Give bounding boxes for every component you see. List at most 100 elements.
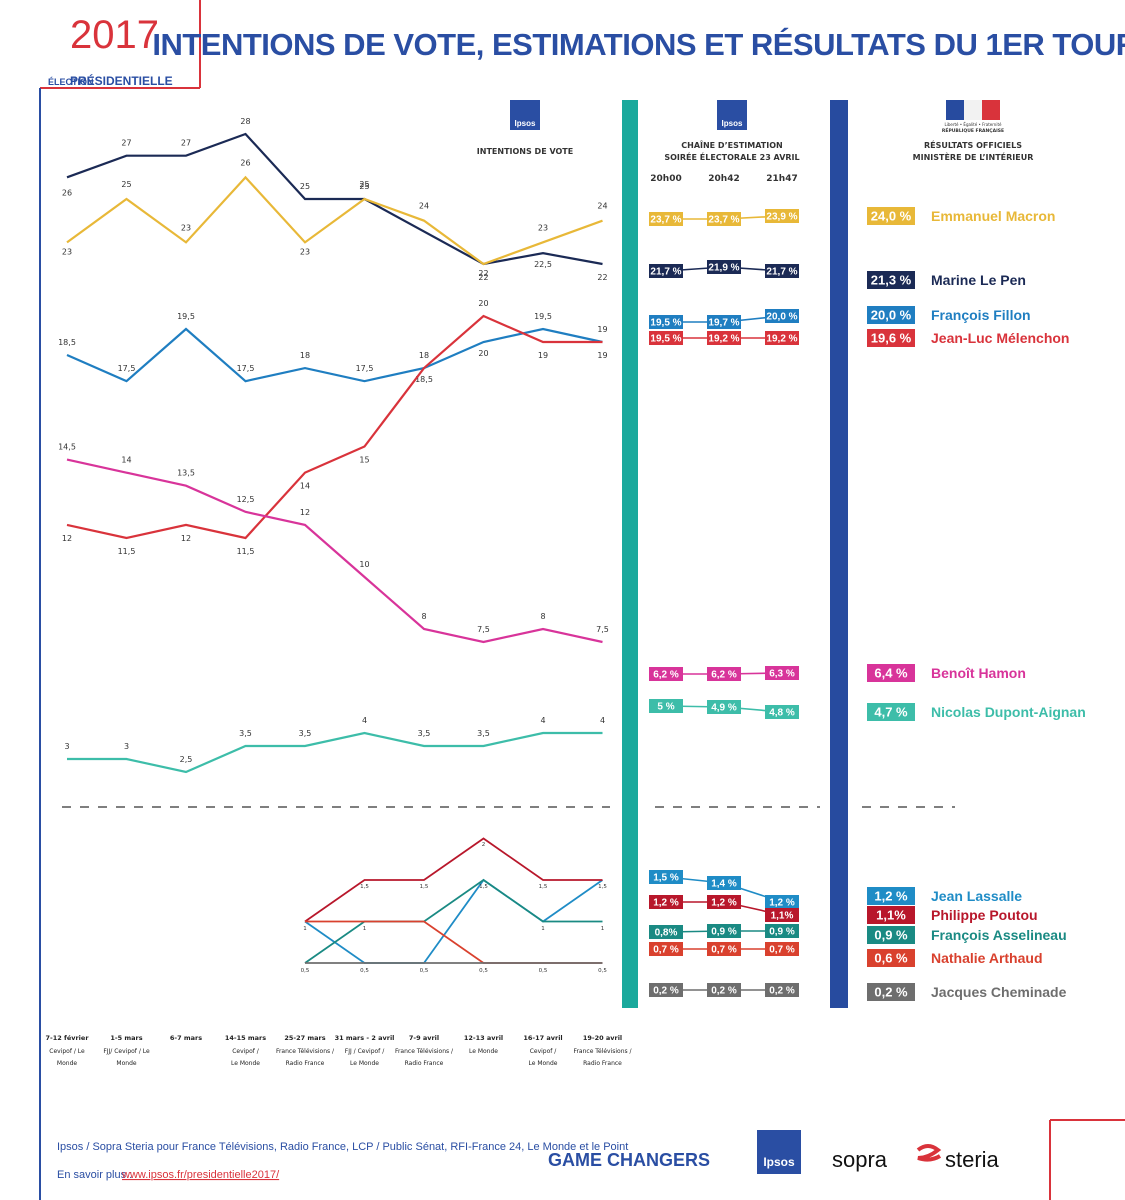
x-tick-source: Radio France bbox=[583, 1060, 622, 1067]
small-data-label: 0,5 bbox=[420, 968, 429, 974]
estimate-box bbox=[649, 925, 683, 939]
x-tick-label: 31 mars - 2 avril bbox=[335, 1034, 395, 1042]
candidate-name: François Fillon bbox=[931, 307, 1031, 323]
candidate-name: Jacques Cheminade bbox=[931, 984, 1067, 1000]
data-label: 19 bbox=[597, 351, 607, 360]
data-label: 8 bbox=[421, 612, 426, 621]
data-label: 3 bbox=[124, 742, 129, 751]
official-column-bar bbox=[830, 100, 848, 1008]
data-label: 14 bbox=[121, 456, 131, 465]
official-value: 24,0 % bbox=[871, 209, 912, 224]
x-tick-source: Le Monde bbox=[469, 1048, 498, 1055]
ipsos-logo-text: Ipsos bbox=[515, 119, 536, 128]
candidate-name: Emmanuel Macron bbox=[931, 208, 1055, 224]
small-data-label: 1 bbox=[601, 926, 605, 932]
estimate-box bbox=[649, 983, 683, 997]
estimate-value: 0,2 % bbox=[653, 986, 679, 997]
small-data-label: 1 bbox=[303, 926, 307, 932]
estimate-box bbox=[649, 699, 683, 713]
data-label: 12 bbox=[181, 534, 191, 543]
small-data-label: 1,5 bbox=[479, 884, 488, 890]
estimate-box bbox=[649, 870, 683, 884]
official-row-dupont: 4,7 % Nicolas Dupont-Aignan bbox=[867, 703, 1086, 721]
sopra-steria-logo: sopra steria bbox=[832, 1144, 1000, 1172]
estimate-value: 1,4 % bbox=[711, 879, 737, 890]
series-line-poutou bbox=[304, 837, 603, 923]
logo-year-1: 2017 bbox=[70, 13, 159, 57]
x-axis-labels: 7-12 février Cevipof / Le Monde 1-5 mars FJJ… bbox=[45, 1034, 632, 1067]
x-tick-label: 1-5 mars bbox=[110, 1034, 142, 1042]
x-tick-source: Cevipof / bbox=[232, 1048, 260, 1055]
data-label: 18,5 bbox=[58, 338, 76, 347]
estimate-value: 23,9 % bbox=[766, 212, 797, 223]
estimate-value: 20,0 % bbox=[766, 312, 797, 323]
estimate-value: 0,7 % bbox=[653, 945, 679, 956]
estimation-column-bar bbox=[622, 100, 638, 1008]
official-box bbox=[867, 887, 915, 905]
data-label: 17,5 bbox=[356, 364, 374, 373]
x-tick-source: Le Monde bbox=[231, 1060, 260, 1067]
official-value: 0,6 % bbox=[874, 951, 908, 966]
small-data-label: 0,5 bbox=[301, 968, 310, 974]
estimate-value: 0,2 % bbox=[769, 986, 795, 997]
data-label: 3,5 bbox=[299, 729, 312, 738]
small-data-label: 1 bbox=[541, 926, 545, 932]
x-tick-source: France Télévisions / bbox=[276, 1048, 335, 1055]
estimate-value: 0,9 % bbox=[769, 927, 795, 938]
estimate-box bbox=[649, 331, 683, 345]
x-tick-source: Monde bbox=[116, 1060, 136, 1067]
official-box bbox=[867, 906, 915, 924]
data-label: 19 bbox=[538, 351, 548, 360]
estimate-value: 23,7 % bbox=[650, 215, 681, 226]
estimate-row-macron: 23,7 % 23,7 % 23,9 % bbox=[649, 209, 799, 226]
estimate-value: 0,7 % bbox=[769, 945, 795, 956]
data-label: 25 bbox=[359, 180, 369, 189]
small-data-label: 1,5 bbox=[420, 884, 429, 890]
x-tick-label: 6-7 mars bbox=[170, 1034, 202, 1042]
data-label: 17,5 bbox=[237, 364, 255, 373]
estimate-box bbox=[649, 315, 683, 329]
series-line-dupont bbox=[67, 731, 603, 774]
candidate-name: Jean-Luc Mélenchon bbox=[931, 330, 1069, 346]
data-label: 26 bbox=[240, 158, 250, 167]
small-data-label: 0,5 bbox=[360, 968, 369, 974]
data-label: 27 bbox=[181, 139, 191, 148]
estimate-value: 6,2 % bbox=[711, 670, 737, 681]
republique-francaise-logo: Liberté • Égalité • Fraternité RÉPUBLIQU… bbox=[942, 100, 1004, 134]
series-line-hamon bbox=[66, 458, 603, 644]
logo-line-2: PRÉSIDENTIELLE bbox=[70, 73, 173, 88]
data-label: 19,5 bbox=[177, 312, 195, 321]
estimate-row-lepen: 21,7 % 21,9 % 21,7 % bbox=[649, 260, 799, 278]
estimate-box bbox=[765, 264, 799, 278]
estimate-box bbox=[707, 331, 741, 345]
series-arthaud bbox=[305, 920, 603, 964]
data-label: 19,5 bbox=[534, 312, 552, 321]
data-label: 13,5 bbox=[177, 469, 195, 478]
estimation-title-2: SOIRÉE ÉLECTORALE 23 AVRIL bbox=[664, 151, 799, 162]
footer-more-link[interactable]: www.ipsos.fr/presidentielle2017/ bbox=[121, 1169, 280, 1181]
official-row-arthaud: 0,6 % Nathalie Arthaud bbox=[867, 949, 1043, 967]
estimate-box bbox=[765, 666, 799, 680]
official-box bbox=[867, 664, 915, 682]
official-box bbox=[867, 207, 915, 225]
official-value: 0,9 % bbox=[874, 928, 908, 943]
data-label: 23 bbox=[538, 223, 548, 232]
estimate-value: 4,9 % bbox=[711, 703, 737, 714]
estimate-value: 19,2 % bbox=[708, 334, 739, 345]
estimate-row-poutou: 1,2 % 1,2 % 1,1% bbox=[649, 895, 799, 922]
data-label: 22 bbox=[478, 269, 488, 278]
estimate-box bbox=[765, 942, 799, 956]
data-label: 8 bbox=[540, 612, 545, 621]
x-tick-source: Le Monde bbox=[529, 1060, 558, 1067]
x-tick-source: FJJ / Cevipof / bbox=[345, 1048, 385, 1055]
data-label: 25 bbox=[359, 182, 369, 191]
x-tick-label: 14-15 mars bbox=[225, 1034, 266, 1042]
series-line-fillon bbox=[66, 327, 603, 383]
series-line-arthaud bbox=[305, 920, 603, 964]
data-label: 23 bbox=[300, 247, 310, 256]
x-tick-label: 7-9 avril bbox=[409, 1034, 439, 1042]
official-value: 4,7 % bbox=[874, 705, 908, 720]
data-label: 26 bbox=[62, 188, 72, 197]
x-tick-label: 19-20 avril bbox=[583, 1034, 622, 1042]
